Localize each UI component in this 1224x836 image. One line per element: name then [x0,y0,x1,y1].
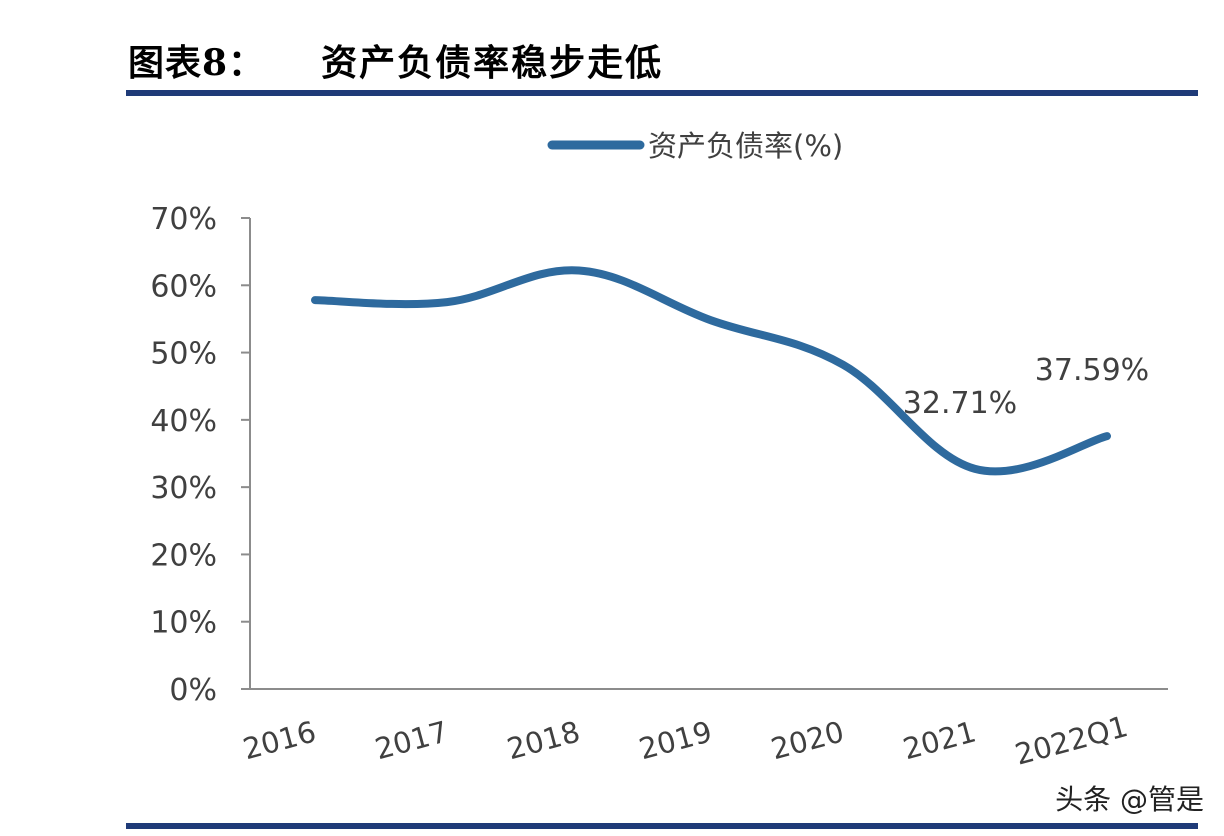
x-tick-label: 2022Q1 [1011,709,1131,772]
x-axis-tick-labels: 2016 2017 2018 2019 2020 2021 2022Q1 [239,709,1131,772]
series-line [311,266,1111,476]
x-tick-label: 2019 [635,714,715,766]
y-tick-label: 0% [169,673,217,708]
x-tick-label: 2017 [371,714,451,766]
figure-header: 图表8： 资产负债率稳步走低 [128,30,663,90]
y-axis-tick-labels: 0% 10% 20% 30% 40% 50% 60% 70% [150,202,217,708]
x-tick-label: 2018 [503,714,583,766]
y-tick-label: 20% [150,538,217,573]
figure-label: 图表8： [128,42,266,84]
legend-label: 资产负债率(%) [648,129,843,163]
y-tick-label: 50% [150,337,217,372]
watermark: 头条 @管是 [1055,783,1204,816]
x-tick-label: 2020 [767,714,847,766]
data-label: 32.71% [903,386,1017,421]
y-tick-label: 10% [150,606,217,641]
chart-axes [241,217,1168,690]
x-tick-label: 2021 [899,714,979,766]
y-tick-label: 30% [150,471,217,506]
chart-legend: 资产负债率(%) [547,129,843,163]
data-labels: 32.71% 37.59% [903,353,1149,421]
top-divider [126,90,1198,96]
data-label: 37.59% [1035,353,1149,388]
y-tick-label: 40% [150,404,217,439]
chart-title: 资产负债率稳步走低 [321,43,664,84]
y-tick-label: 70% [150,202,217,237]
x-tick-label: 2016 [239,714,319,766]
bottom-divider [126,823,1198,829]
y-tick-label: 60% [150,269,217,304]
